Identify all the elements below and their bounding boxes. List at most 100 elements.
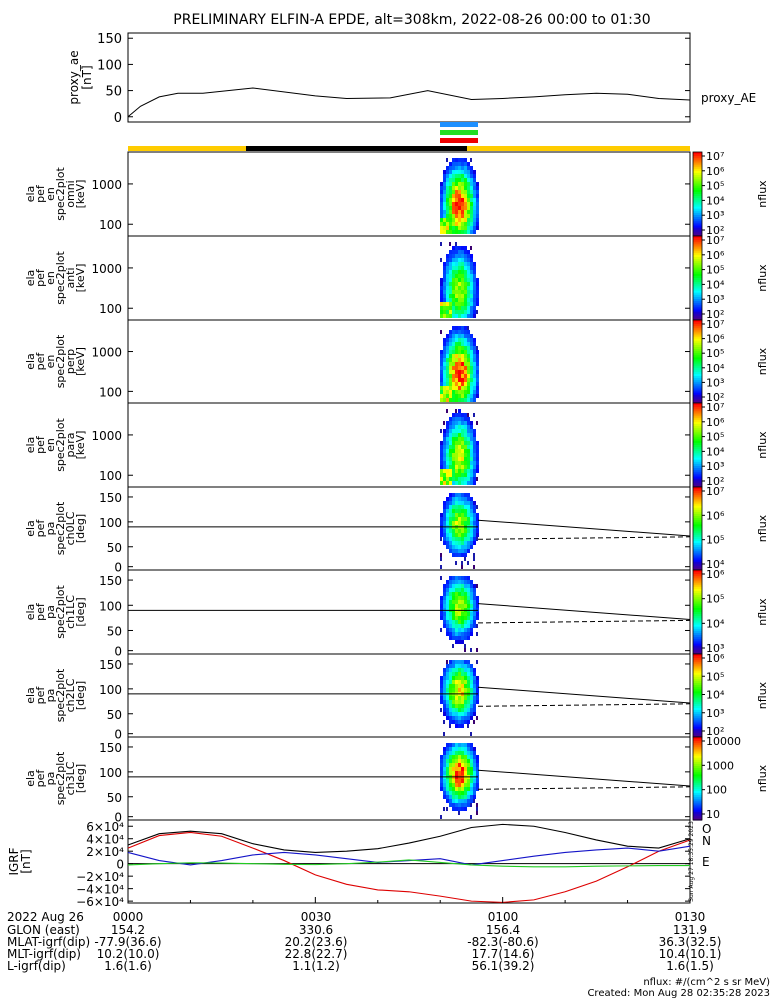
spectrogram-cell xyxy=(443,222,446,226)
spectrogram-cell xyxy=(446,222,449,226)
spectrogram-cell xyxy=(470,505,473,509)
spectrogram-cell xyxy=(461,178,464,182)
colorbar-segment xyxy=(693,280,702,283)
spectrogram-cell xyxy=(440,708,442,712)
spectrogram-ylabel-line: ch3LC xyxy=(64,761,77,795)
spectrogram-cell xyxy=(455,533,458,537)
spectrogram-cell xyxy=(446,779,449,783)
spectrogram-cell xyxy=(455,481,458,485)
spectrogram-cell xyxy=(449,592,452,596)
spectrogram-cell xyxy=(470,771,473,775)
spectrogram-cell xyxy=(446,461,449,465)
colorbar-segment xyxy=(693,349,702,352)
spectrogram-cell xyxy=(461,362,464,366)
spectrogram-cell xyxy=(467,258,470,262)
spectrogram-cell xyxy=(446,178,449,182)
spectrogram-cell xyxy=(461,417,464,421)
spectrogram-cell xyxy=(449,763,452,767)
colorbar-segment xyxy=(693,730,702,734)
spectrogram-cell xyxy=(470,708,473,712)
spectrogram-cell xyxy=(476,378,479,382)
colorbar-tick-label: 10⁵ xyxy=(706,180,724,193)
spectrogram-cell xyxy=(464,258,467,262)
colorbar-segment xyxy=(693,426,702,429)
spectrogram-cell xyxy=(443,596,446,600)
spectrogram-cell xyxy=(467,274,470,278)
colorbar-segment xyxy=(693,212,702,216)
plot-title: PRELIMINARY ELFIN-A EPDE, alt=308km, 202… xyxy=(173,12,650,28)
colorbar-segment xyxy=(693,382,702,385)
spectrogram-cell xyxy=(464,553,467,557)
spectrogram-cell xyxy=(446,206,449,210)
spectrogram-cell xyxy=(473,720,475,724)
spectrogram-cell xyxy=(470,174,473,178)
spectrogram-cell xyxy=(461,660,464,664)
spectrogram-cell xyxy=(464,246,467,250)
spectrogram-cell xyxy=(452,166,455,170)
spectrogram-cell xyxy=(452,421,455,425)
spectrogram-cell xyxy=(458,206,461,210)
spectrogram-cell xyxy=(461,262,464,266)
spectrogram-cell xyxy=(452,680,455,684)
spectrogram-cell xyxy=(458,592,461,596)
colorbar-segment xyxy=(693,603,702,607)
spectrogram-cell xyxy=(467,202,470,206)
spectrogram-cell xyxy=(473,783,476,787)
spectrogram-cell xyxy=(461,182,464,186)
colorbar-segment xyxy=(693,761,702,765)
spectrogram-cell xyxy=(476,680,479,684)
colorbar-segment xyxy=(693,609,702,613)
colorbar-segment xyxy=(693,173,702,176)
spectrogram-cell xyxy=(464,688,467,692)
colorbar-segment xyxy=(693,660,702,663)
spectrogram-cell xyxy=(470,604,473,608)
colorbar-segment xyxy=(693,263,702,266)
spectrogram-cell xyxy=(458,254,461,258)
spectrogram-cell xyxy=(461,497,464,501)
spectrogram-cell xyxy=(470,588,473,592)
colorbar-tick-label: 10⁶ xyxy=(706,165,725,178)
spectrogram-cell xyxy=(458,294,461,298)
spectrogram-cell xyxy=(467,386,470,390)
spectrogram-cell xyxy=(452,664,455,668)
spectrogram-cell xyxy=(449,696,452,700)
spectrogram-cell xyxy=(461,250,464,254)
colorbar-segment xyxy=(693,367,702,371)
colorbar-segment xyxy=(693,254,702,258)
spectrogram-cell xyxy=(446,346,449,350)
spectrogram-cell xyxy=(464,767,467,771)
spectrogram-cell xyxy=(464,350,467,354)
spectrogram-cell xyxy=(461,580,464,584)
spectrogram-cell xyxy=(467,720,470,724)
colorbar-segment xyxy=(693,168,702,172)
spectrogram-cell xyxy=(470,688,473,692)
spectrogram-cell xyxy=(446,799,449,803)
spectrogram-cell xyxy=(446,668,449,672)
colorbar-segment xyxy=(693,567,702,571)
spectrogram-cell xyxy=(449,457,452,461)
colorbar-segment xyxy=(693,158,702,161)
loss-cone-line xyxy=(477,686,691,704)
spectrogram-cell xyxy=(452,787,455,791)
spectrogram-cell xyxy=(458,521,461,525)
spectrogram-cell xyxy=(443,795,446,799)
spectrogram-cell xyxy=(461,174,464,178)
spectrogram-cell xyxy=(473,688,476,692)
colorbar-segment xyxy=(693,338,702,342)
spectrogram-cell xyxy=(449,791,452,795)
spectrogram-ylabel-line: [deg] xyxy=(74,597,87,626)
spectrogram-cell xyxy=(455,493,458,497)
spectrogram-ylabel-line: ela xyxy=(24,604,37,621)
colorbar-segment xyxy=(693,294,702,298)
colorbar-segment xyxy=(693,513,702,517)
spectrogram-cell xyxy=(443,501,446,505)
spectrogram-cell xyxy=(476,660,478,664)
spectrogram-cell xyxy=(455,771,458,775)
spectrogram-cell xyxy=(467,449,470,453)
spectrogram-cell xyxy=(461,505,464,509)
spectrogram-cell xyxy=(473,362,476,366)
spectrogram-cell xyxy=(464,549,467,553)
spectrogram-ylabel-line: [deg] xyxy=(74,681,87,710)
spectrogram-cell xyxy=(476,286,479,290)
colorbar-tick-label: 10⁶ xyxy=(706,652,725,665)
